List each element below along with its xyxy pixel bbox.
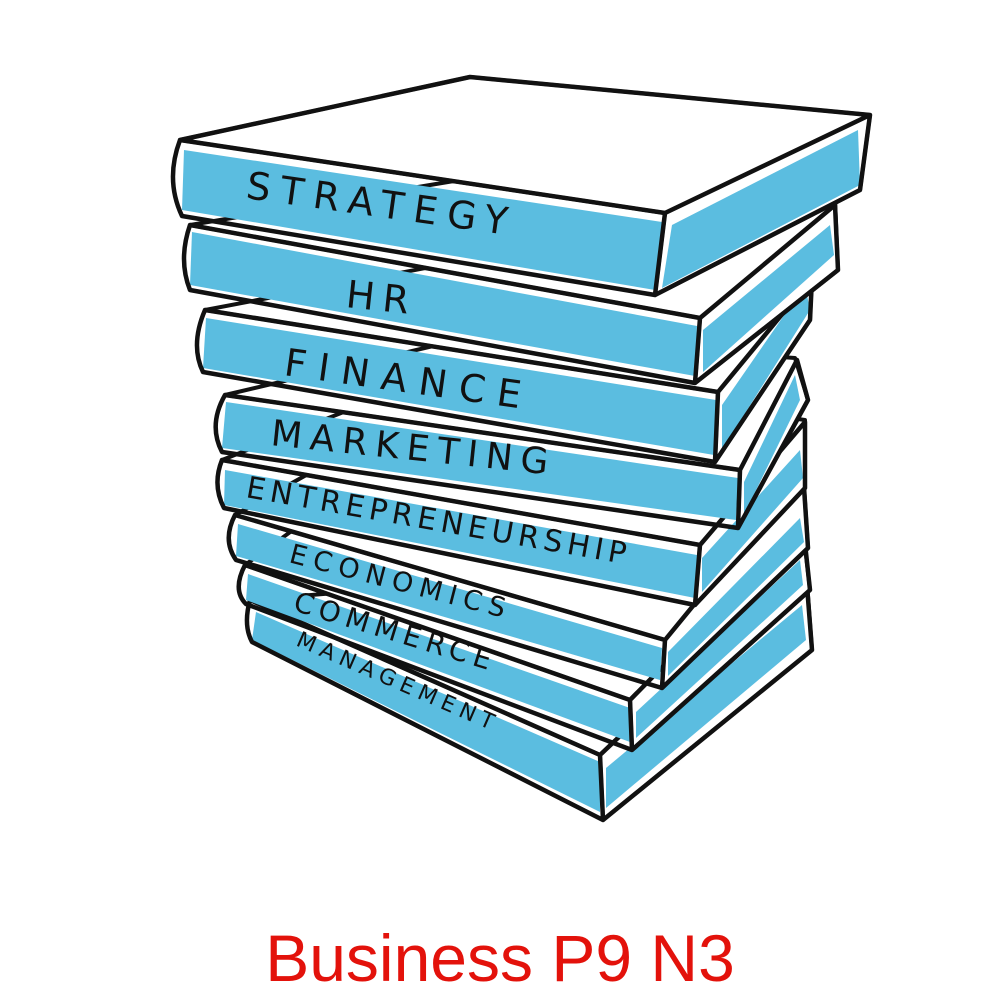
spine-label-hr: HR [344,272,419,323]
caption-title: Business P9 N3 [0,918,1000,998]
